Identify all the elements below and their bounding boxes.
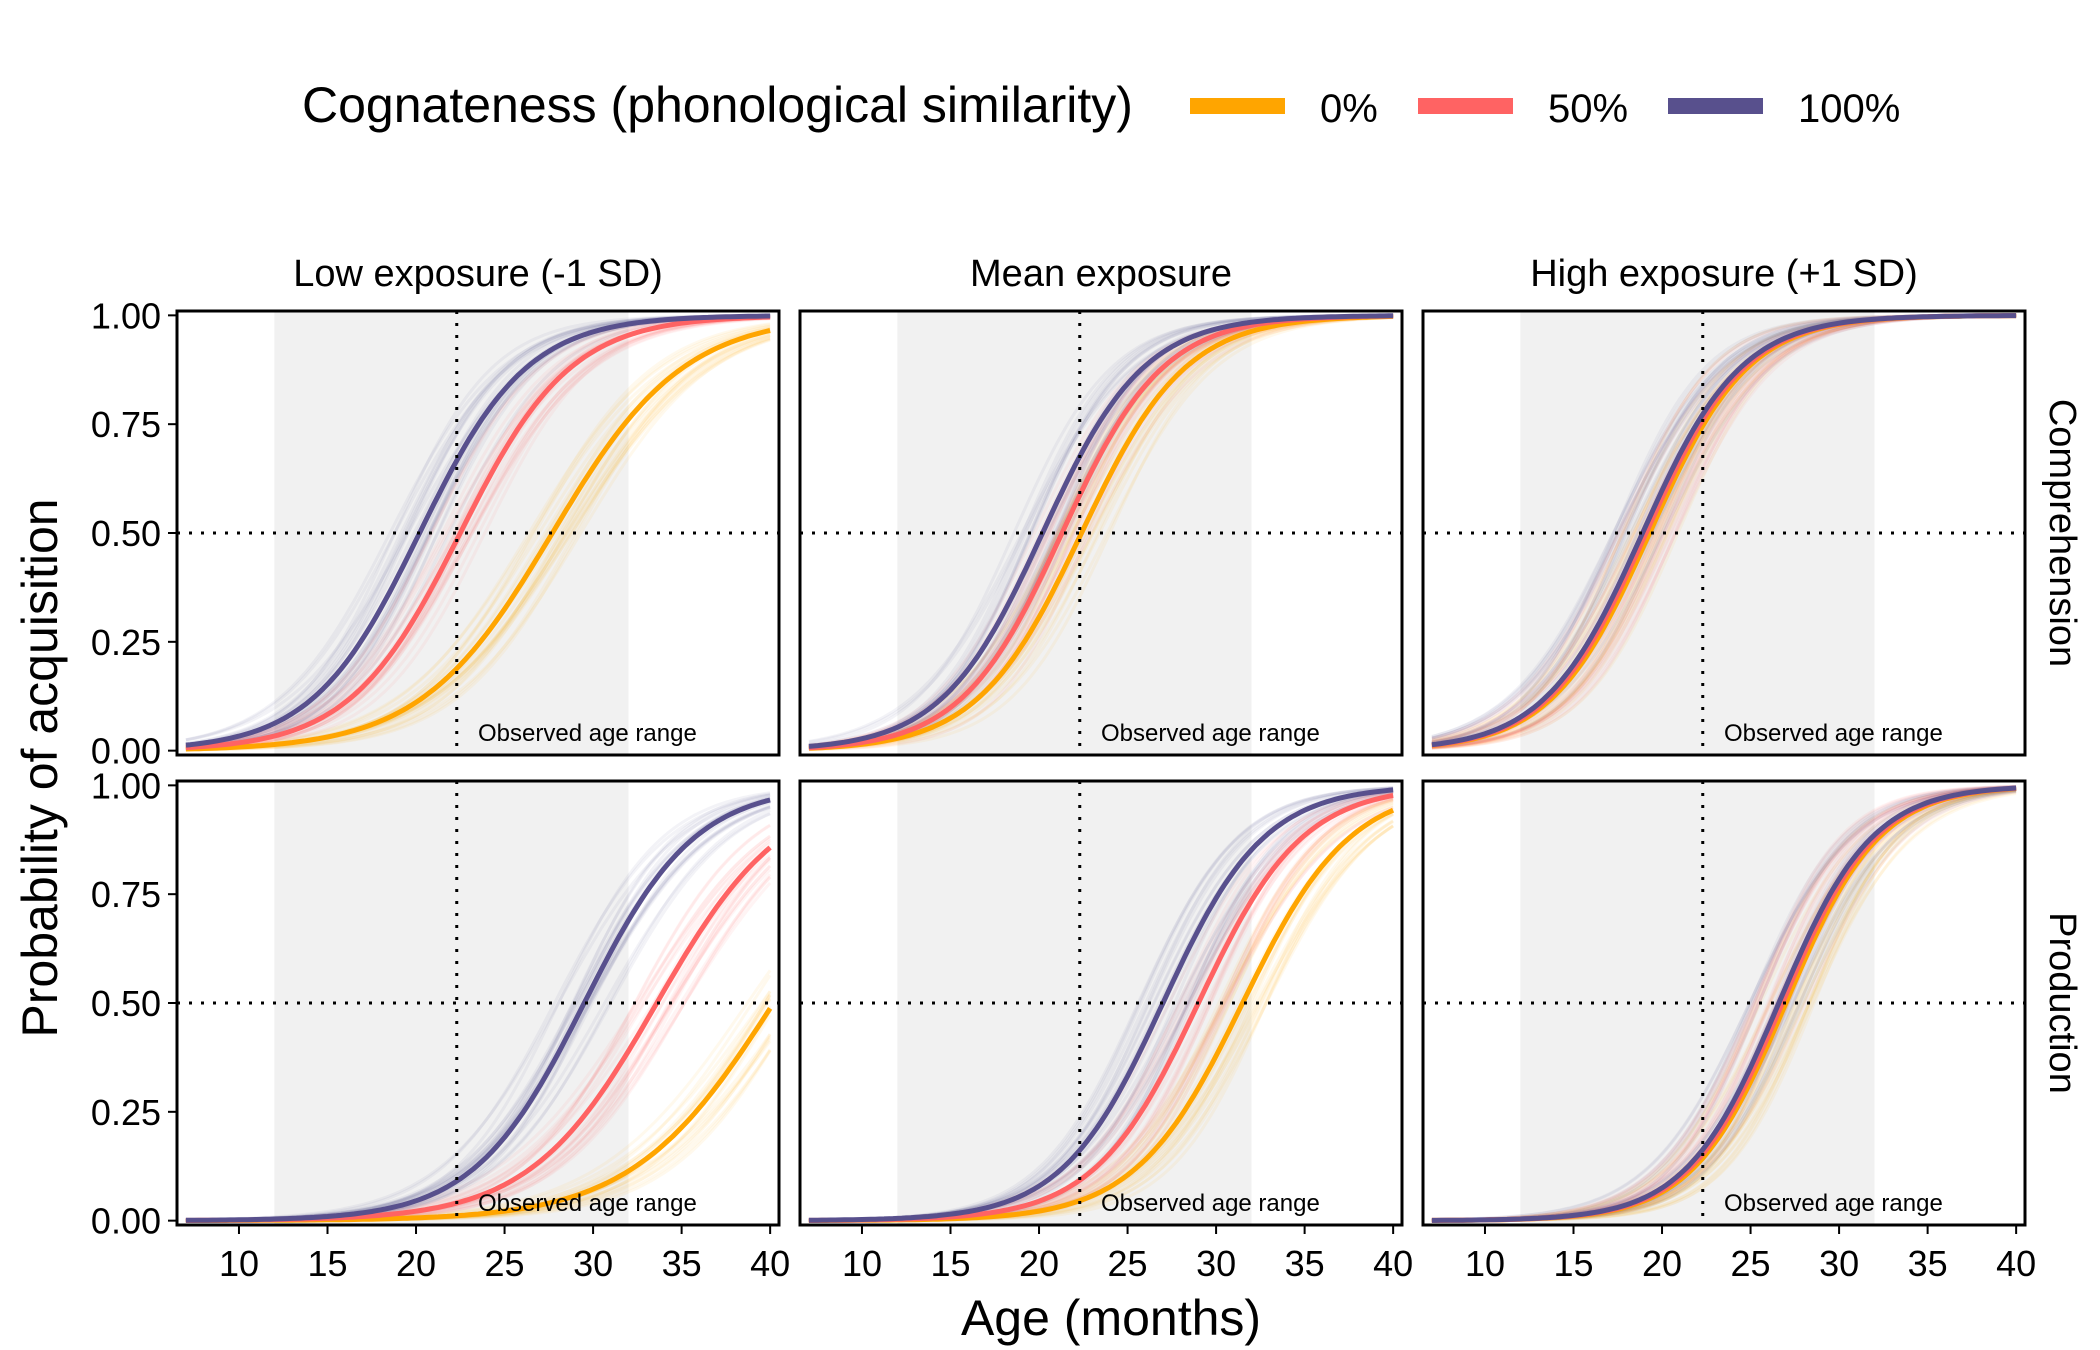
x-tick-label: 10: [219, 1243, 259, 1284]
series-line-100pct: [808, 787, 1394, 1223]
y-tick-label: 0.25: [91, 622, 161, 663]
legend-label-50pct: 50%: [1548, 87, 1628, 131]
observed-range-label: Observed age range: [1724, 720, 1943, 747]
panel-0-2: Observed age range: [1421, 309, 2027, 757]
posterior-draw-0pct: [185, 327, 771, 750]
panel-border: [1421, 309, 2027, 757]
y-tick-label: 0.50: [91, 513, 161, 554]
observed-range-label: Observed age range: [478, 1190, 697, 1217]
observed-range-label: Observed age range: [478, 720, 697, 747]
facet-grid: Observed age range Observed age range Obse…: [175, 309, 2027, 1227]
legend: Cognateness (phonological similarity) 0% 5…: [302, 77, 1900, 133]
y-tick-label: 0.00: [91, 731, 161, 772]
x-tick-label: 15: [930, 1243, 970, 1284]
posterior-draw-0pct: [808, 315, 1394, 752]
x-tick-label: 25: [1108, 1243, 1148, 1284]
curves-group: [808, 786, 1395, 1223]
posterior-draw-0pct: [185, 326, 771, 750]
curves-group: [1431, 784, 2017, 1223]
x-tick-label: 35: [662, 1243, 702, 1284]
curves-group: [185, 791, 773, 1223]
posterior-draw-0pct: [185, 331, 771, 752]
series-line-100pct: [1431, 313, 2017, 748]
x-tick-label: 15: [1553, 1243, 1593, 1284]
row-strip-label: Production: [2041, 912, 2083, 1094]
y-tick-label: 0.75: [91, 404, 161, 445]
panel-1-1: Observed age range: [798, 779, 1404, 1227]
x-tick-label: 20: [1019, 1243, 1059, 1284]
x-tick-label: 10: [842, 1243, 882, 1284]
y-tick-label: 1.00: [91, 295, 161, 336]
posterior-draw-50pct: [1431, 786, 2017, 1222]
x-tick-label: 40: [1373, 1243, 1413, 1284]
posterior-draw-0pct: [185, 330, 771, 752]
x-tick-label: 30: [1196, 1243, 1236, 1284]
x-tick-label: 35: [1285, 1243, 1325, 1284]
series-line-100pct: [808, 313, 1394, 749]
posterior-draw-0pct: [185, 326, 771, 752]
series-line-50pct: [185, 314, 771, 751]
panel-border: [798, 779, 1404, 1227]
column-strip-label: High exposure (+1 SD): [1530, 253, 1918, 295]
series-line-0pct: [808, 313, 1394, 751]
legend-label-100pct: 100%: [1798, 87, 1900, 131]
legend-title: Cognateness (phonological similarity): [302, 77, 1133, 133]
panel-1-0: Observed age range: [175, 779, 781, 1227]
posterior-draw-0pct: [185, 324, 771, 750]
posterior-draw-50pct: [185, 316, 771, 751]
panel-border: [798, 309, 1404, 757]
x-tick-label: 20: [1642, 1243, 1682, 1284]
observed-range-label: Observed age range: [1724, 1190, 1943, 1217]
axes: 0.00 0.25 0.50 0.75 1.00 10 15 20 25 30 35 40 0.00 0.…: [12, 253, 2083, 1346]
posterior-draw-100pct: [1431, 786, 2017, 1222]
series-line-0pct: [185, 328, 771, 752]
x-tick-label: 25: [1731, 1243, 1771, 1284]
row-strip-label: Comprehension: [2041, 399, 2083, 667]
curves-group: [808, 313, 1394, 752]
x-tick-label: 15: [307, 1243, 347, 1284]
posterior-draw-50pct: [185, 316, 771, 748]
series-line-100pct: [1431, 785, 2017, 1223]
posterior-draw-100pct: [185, 796, 771, 1222]
series-line-100pct: [185, 313, 771, 748]
observed-range-label: Observed age range: [1101, 720, 1320, 747]
y-tick-label: 0.75: [91, 874, 161, 915]
x-tick-label: 20: [396, 1243, 436, 1284]
curves-group: [1431, 313, 2017, 750]
posterior-draw-50pct: [185, 317, 771, 748]
x-tick-label: 40: [1996, 1243, 2036, 1284]
x-tick-label: 35: [1908, 1243, 1948, 1284]
x-tick-label: 30: [573, 1243, 613, 1284]
posterior-draw-0pct: [808, 316, 1394, 751]
series-line-100pct: [185, 797, 771, 1223]
posterior-draw-0pct: [808, 315, 1394, 751]
y-tick-label: 1.00: [91, 765, 161, 806]
x-tick-label: 30: [1819, 1243, 1859, 1284]
panel-1-2: Observed age range: [1421, 779, 2027, 1227]
x-tick-label: 40: [750, 1243, 790, 1284]
posterior-draw-0pct: [185, 328, 771, 752]
curves-group: [185, 313, 771, 752]
panel-border: [1421, 779, 2027, 1227]
legend-label-0pct: 0%: [1320, 87, 1378, 131]
panel-0-0: Observed age range: [175, 309, 781, 757]
posterior-draw-50pct: [185, 315, 771, 748]
y-tick-label: 0.25: [91, 1092, 161, 1133]
column-strip-label: Mean exposure: [970, 253, 1232, 295]
y-tick-label: 0.00: [91, 1201, 161, 1242]
panel-0-1: Observed age range: [798, 309, 1404, 757]
y-tick-label: 0.50: [91, 983, 161, 1024]
x-tick-label: 10: [1465, 1243, 1505, 1284]
x-tick-label: 25: [485, 1243, 525, 1284]
column-strip-label: Low exposure (-1 SD): [293, 253, 663, 295]
x-axis-title: Age (months): [961, 1290, 1261, 1346]
posterior-draw-100pct: [1431, 786, 2017, 1222]
observed-range-label: Observed age range: [1101, 1190, 1320, 1217]
y-axis-title: Probability of acquisition: [12, 498, 68, 1037]
